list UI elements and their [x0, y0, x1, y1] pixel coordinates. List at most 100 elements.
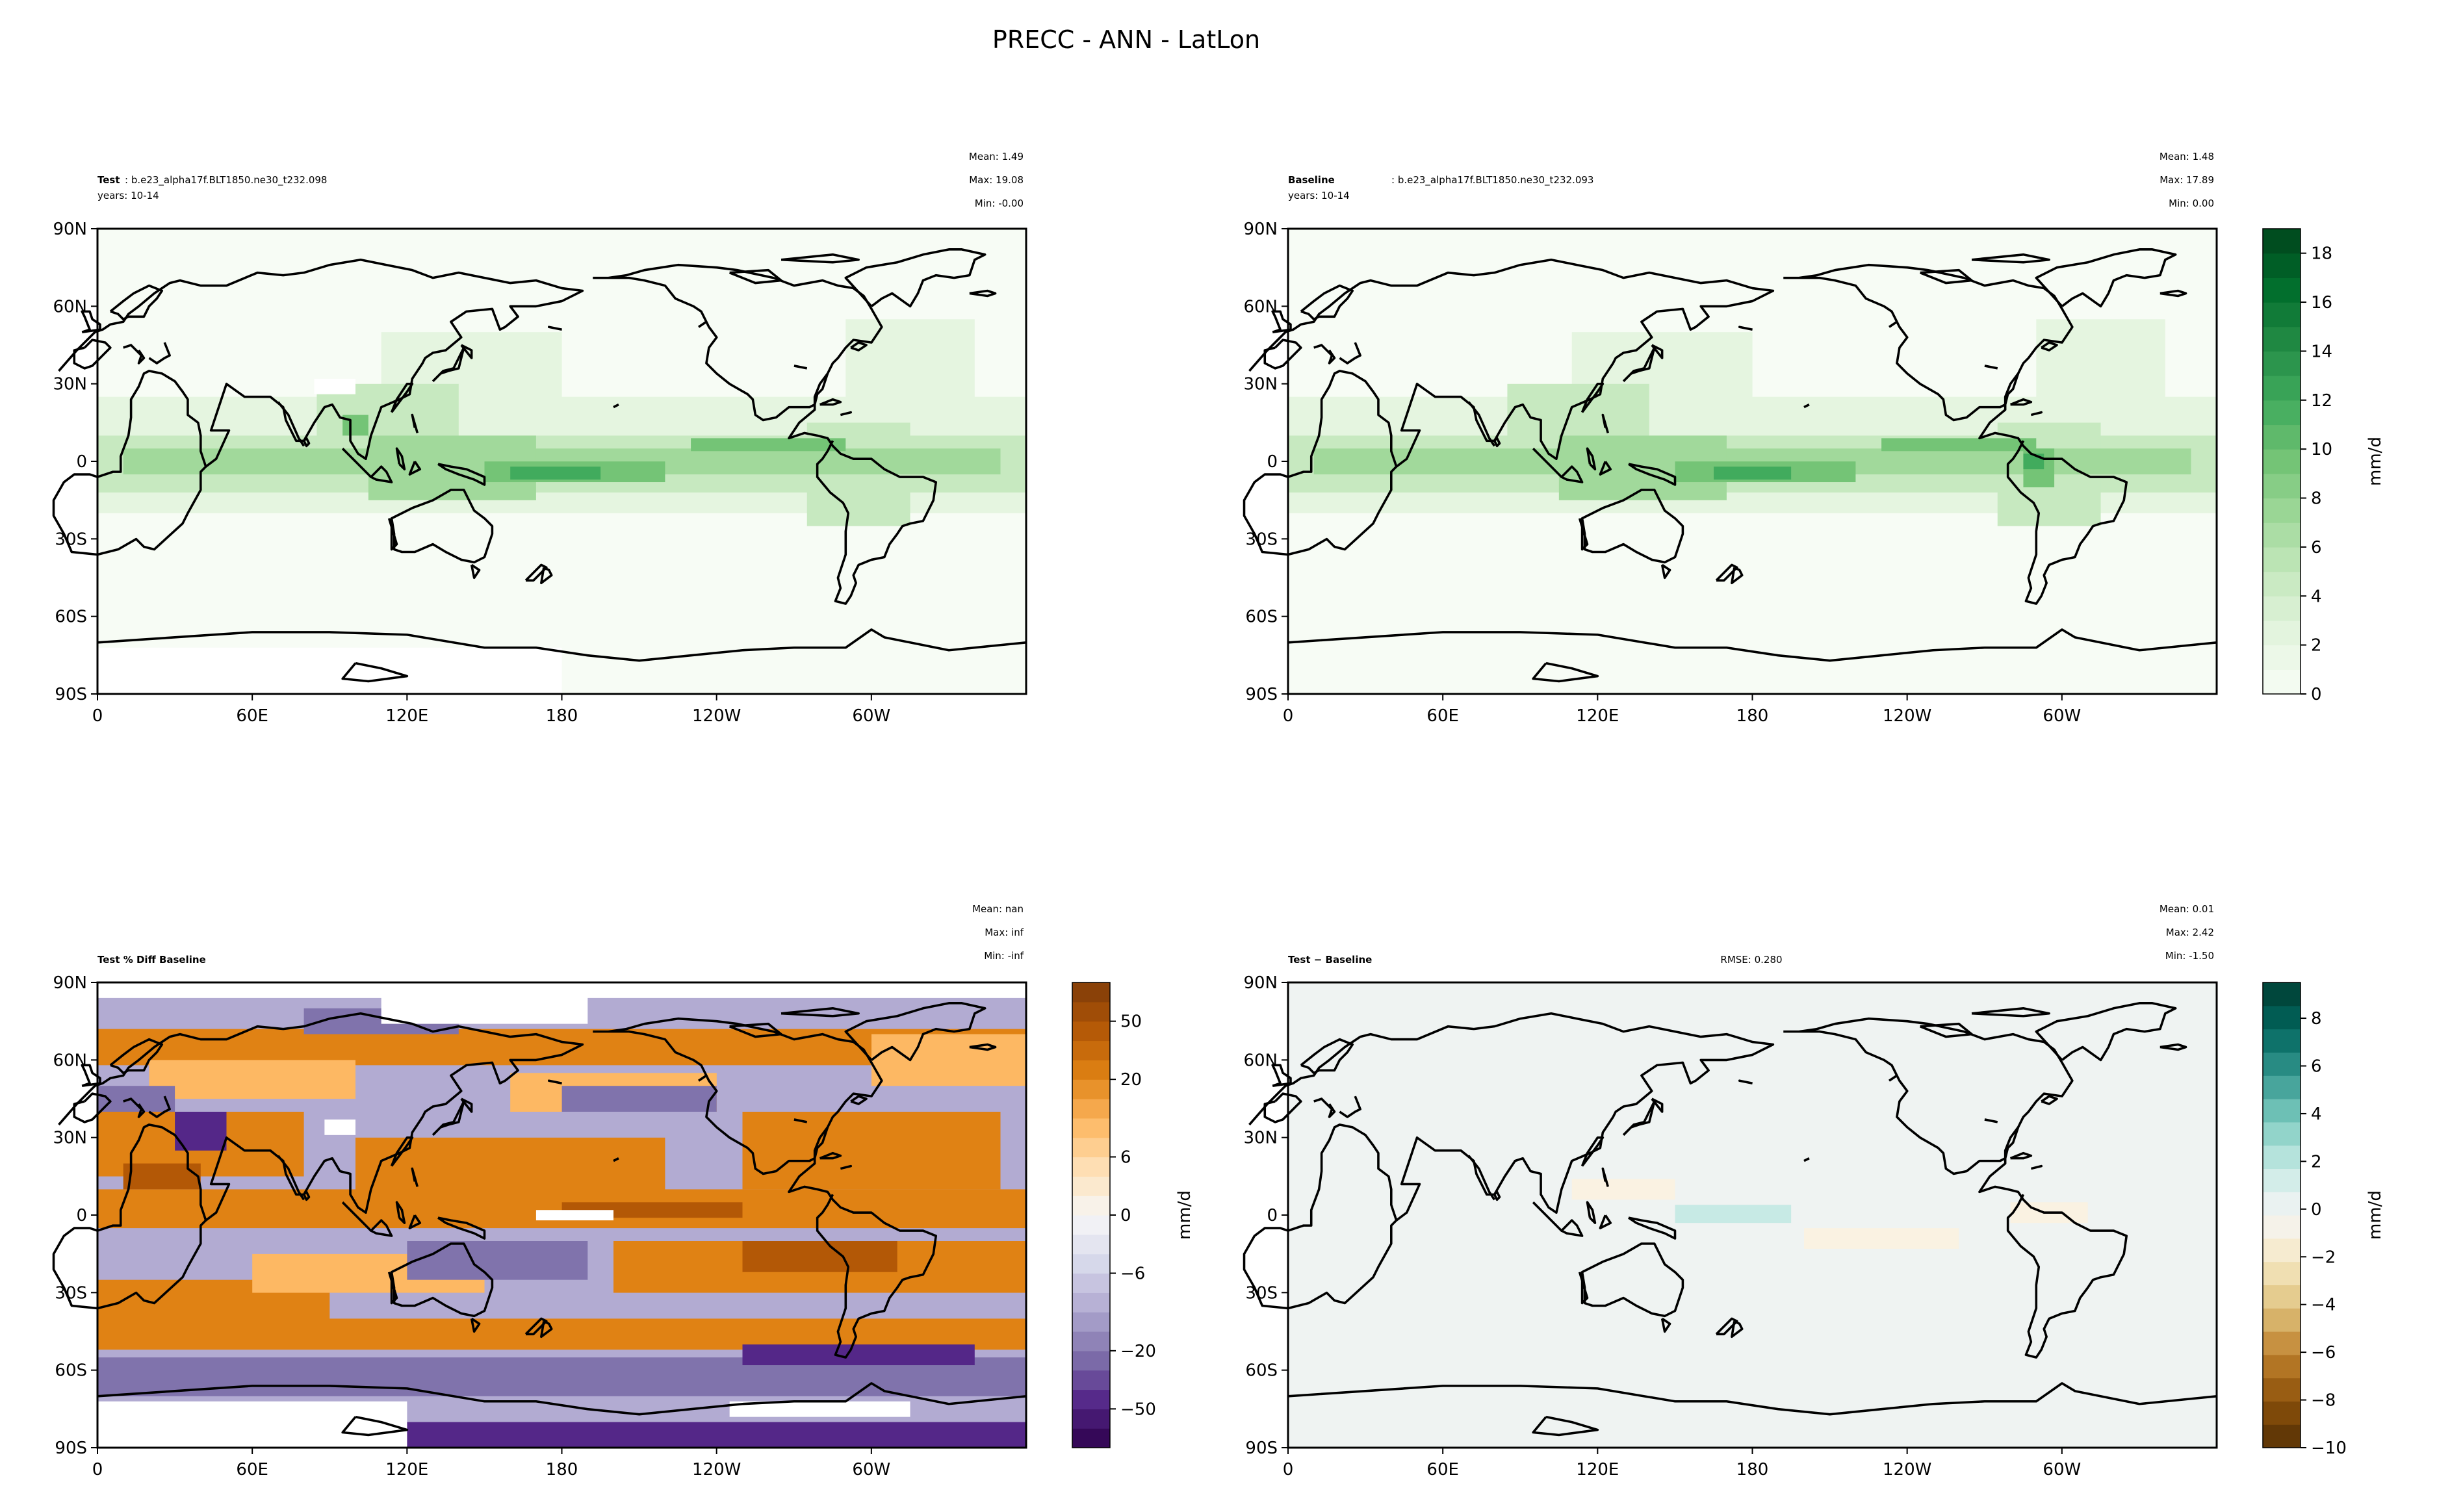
- x-tick-label: 120E: [1576, 706, 1619, 726]
- x-tick-label: 120W: [1883, 1460, 1931, 1480]
- y-tick-label: 30S: [55, 1283, 87, 1303]
- x-tick-label: 60E: [1426, 706, 1459, 726]
- panel-pctdiff-stat-min: Min: -inf: [984, 950, 1024, 962]
- x-tick-label: 120E: [385, 1460, 428, 1480]
- x-tick-label: 60E: [1426, 1460, 1459, 1480]
- colorbar-segment: [1072, 1176, 1110, 1196]
- panel-test-title-bold: Test: [97, 174, 120, 186]
- x-tick-label: 120W: [692, 1460, 741, 1480]
- colorbar-segment: [1072, 1021, 1110, 1042]
- panel-diff-stat-mean: Mean: 0.01: [2160, 903, 2214, 915]
- panel-pctdiff-stat-mean: Mean: nan: [972, 903, 1024, 915]
- y-tick-label: 60S: [55, 1361, 87, 1381]
- panel-baseline-stat-mean: Mean: 1.48: [2160, 151, 2214, 162]
- colorbar-segment: [2263, 1168, 2301, 1192]
- map-area-test: [52, 229, 1027, 695]
- colorbar-segment: [1072, 1253, 1110, 1274]
- y-tick-label: 90N: [1243, 973, 1278, 993]
- colorbar-segment: [2263, 376, 2301, 401]
- y-tick-label: 0: [1267, 452, 1278, 472]
- colorbar-segment: [2263, 302, 2301, 327]
- colorbar-tick-label: 20: [1120, 1070, 1142, 1090]
- colorbar-tick-label: 0: [1120, 1206, 1131, 1225]
- map-area-baseline: [1243, 229, 2218, 695]
- panel-baseline-subtitle: years: 10-14: [1288, 190, 1350, 201]
- colorbar-segment: [1072, 1040, 1110, 1060]
- x-tick-label: 0: [1283, 706, 1294, 726]
- y-tick-label: 30S: [55, 530, 87, 549]
- colorbar-segment: [1072, 1099, 1110, 1119]
- colorbar-segment: [2263, 1029, 2301, 1053]
- colorbar-segment: [2263, 277, 2301, 303]
- colorbar-segment: [1072, 1079, 1110, 1099]
- y-tick-label: 60N: [53, 1051, 87, 1070]
- y-tick-label: 0: [76, 1206, 87, 1225]
- x-tick-label: 120W: [692, 706, 741, 726]
- colorbar-segment: [1072, 982, 1110, 1003]
- panel-test: Test : b.e23_alpha17f.BLT1850.ne30_t232.…: [52, 151, 1027, 695]
- x-tick-label: 60W: [852, 706, 890, 726]
- x-tick-label: 0: [92, 1460, 103, 1480]
- y-tick-label: 60N: [1243, 1051, 1278, 1070]
- y-tick-label: 0: [1267, 1206, 1278, 1225]
- colorbar-tick-label: 2: [2311, 1152, 2322, 1172]
- colorbar-label: mm/d: [1175, 1190, 1194, 1240]
- axes-baseline: 0 60E 120E 180 120W 60W 90N 60N 30N 0 30S 60S 90S: [1243, 220, 2081, 726]
- colorbar-segment: [2263, 1285, 2301, 1309]
- y-tick-label: 30S: [1245, 530, 1278, 549]
- colorbar-segment: [2263, 571, 2301, 596]
- colorbar-segment: [1072, 1118, 1110, 1138]
- colorbar-label: mm/d: [2366, 437, 2385, 486]
- panel-test-title-text: : b.e23_alpha17f.BLT1850.ne30_t232.098: [125, 174, 327, 186]
- colorbar-tick-label: 18: [2311, 244, 2332, 264]
- panel-test-stat-min: Min: -0.00: [975, 198, 1024, 209]
- colorbar-segment: [2263, 229, 2301, 254]
- map-area-diff: [1243, 982, 2218, 1448]
- panel-pctdiff: Test % Diff Baseline Mean: nan Max: inf …: [52, 903, 1027, 1449]
- panel-diff-rmse: RMSE: 0.280: [1720, 954, 1782, 966]
- colorbar-diff: 8 6 4 2 0 −2 −4 −6 −8 −10 mm/d: [2262, 982, 2385, 1458]
- y-tick-label: 60S: [55, 608, 87, 627]
- y-tick-label: 30N: [1243, 1129, 1278, 1148]
- x-tick-label: 120E: [385, 706, 428, 726]
- colorbar-tick-label: −4: [2311, 1296, 2336, 1315]
- colorbar-tick-label: −20: [1120, 1342, 1156, 1361]
- colorbar-tick-label: 0: [2311, 685, 2322, 704]
- colorbar-segment: [1072, 1428, 1110, 1448]
- colorbar-segment: [2263, 1401, 2301, 1425]
- x-tick-label: 120E: [1576, 1460, 1619, 1480]
- x-tick-label: 60W: [2043, 706, 2081, 726]
- x-tick-label: 120W: [1883, 706, 1931, 726]
- y-tick-label: 30N: [53, 1129, 87, 1148]
- panel-pctdiff-title: Test % Diff Baseline: [97, 954, 206, 966]
- y-tick-label: 60S: [1245, 608, 1278, 627]
- colorbar-tick-label: 8: [2311, 1009, 2322, 1029]
- colorbar-segment: [2263, 982, 2301, 1006]
- colorbar-segment: [1072, 1273, 1110, 1293]
- colorbar-segment: [2263, 1052, 2301, 1076]
- colorbar-tick-label: 50: [1120, 1012, 1142, 1032]
- x-tick-label: 180: [546, 1460, 578, 1480]
- axes-diff: 0 60E 120E 180 120W 60W 90N 60N 30N 0 30S 60S 90S: [1243, 973, 2081, 1480]
- x-tick-label: 0: [1283, 1460, 1294, 1480]
- panel-diff: Test − Baseline RMSE: 0.280 Mean: 0.01 M…: [1243, 903, 2218, 1449]
- colorbar-segment: [2263, 546, 2301, 572]
- colorbar-segment: [2263, 326, 2301, 352]
- colorbar-tick-label: 12: [2311, 391, 2332, 411]
- colorbar-segment: [2263, 596, 2301, 621]
- colorbar-segment: [2263, 424, 2301, 450]
- colorbar-segment: [2263, 1377, 2301, 1402]
- colorbar-segment: [1072, 1234, 1110, 1255]
- colorbar-tick-label: 16: [2311, 293, 2332, 313]
- colorbar-segment: [1072, 1370, 1110, 1390]
- map-area-pctdiff: [52, 982, 1027, 1448]
- colorbar-precip: 0 2 4 6 8 10 12 14 16 18 mm/d: [2262, 228, 2385, 704]
- colorbar-tick-label: −10: [2311, 1439, 2347, 1458]
- colorbar-segment: [2263, 1145, 2301, 1169]
- colorbar-tick-label: 8: [2311, 489, 2322, 509]
- y-tick-label: 90N: [1243, 220, 1278, 239]
- y-tick-label: 30N: [1243, 375, 1278, 394]
- panel-baseline-stat-min: Min: 0.00: [2169, 198, 2214, 209]
- colorbar-tick-label: 6: [2311, 1057, 2322, 1077]
- colorbar-segment: [2263, 1099, 2301, 1123]
